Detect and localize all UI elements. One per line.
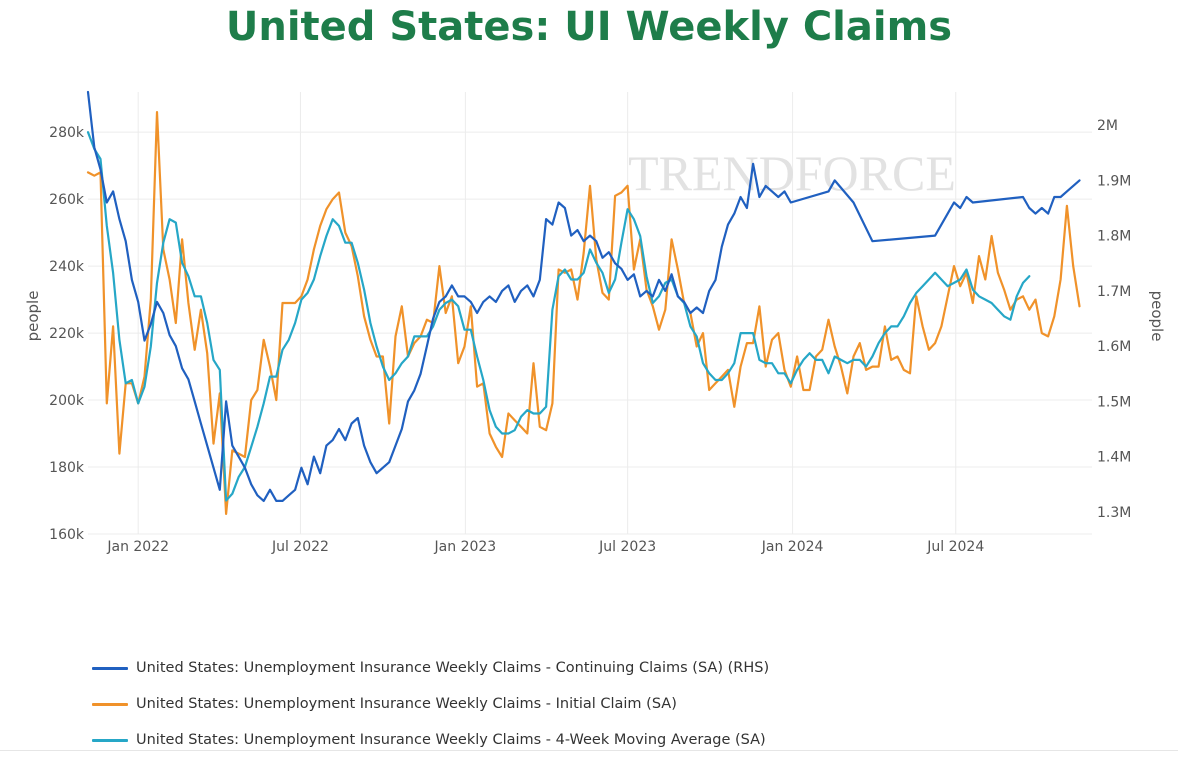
trendforce-watermark: TRENDFORCE [628, 145, 956, 201]
x-tick-label: Jan 2023 [434, 539, 497, 555]
right-tick-label: 1.6M [1097, 339, 1131, 355]
legend-label: United States: Unemployment Insurance We… [136, 660, 770, 676]
x-tick-label: Jul 2024 [926, 539, 984, 555]
left-axis-label: people [24, 291, 42, 342]
x-axis-ticks: Jan 2022 Jul 2022 Jan 2023 Jul 2023 Jan 2024… [106, 539, 984, 555]
chart-title: United States: UI Weekly Claims [225, 4, 953, 50]
legend-swatch [92, 738, 128, 742]
left-tick-label: 180k [49, 460, 85, 476]
legend-swatch [92, 702, 128, 706]
left-tick-label: 160k [49, 527, 85, 543]
right-tick-label: 1.3M [1097, 505, 1131, 521]
initial-claims-line [86, 110, 1081, 516]
legend-item-initial[interactable]: United States: Unemployment Insurance We… [92, 686, 769, 722]
x-tick-label: Jul 2023 [598, 539, 656, 555]
right-tick-label: 1.7M [1097, 284, 1131, 300]
right-tick-label: 1.8M [1097, 229, 1131, 245]
legend-swatch [92, 666, 128, 670]
left-axis-ticks: 160k 180k 200k 220k 240k 260k 280k [49, 125, 85, 543]
legend-item-continuing[interactable]: United States: Unemployment Insurance We… [92, 650, 769, 686]
x-tick-label: Jan 2024 [761, 539, 824, 555]
series-layer [86, 90, 1081, 516]
left-tick-label: 220k [49, 326, 85, 342]
continuing-claims-line [86, 90, 1081, 502]
right-tick-label: 1.4M [1097, 450, 1131, 466]
legend-item-4wk-avg[interactable]: United States: Unemployment Insurance We… [92, 722, 769, 758]
right-tick-label: 1.9M [1097, 173, 1131, 189]
x-tick-label: Jul 2022 [271, 539, 329, 555]
legend-label: United States: Unemployment Insurance We… [136, 696, 677, 712]
right-axis-label: people [1148, 291, 1166, 342]
bottom-divider [0, 750, 1178, 751]
legend: United States: Unemployment Insurance We… [92, 650, 769, 758]
right-tick-label: 2M [1097, 118, 1118, 134]
right-axis-ticks: 1.3M 1.4M 1.5M 1.6M 1.7M 1.8M 1.9M 2M [1097, 118, 1131, 521]
left-tick-label: 240k [49, 259, 85, 275]
line-chart: TRENDFORCE 160k180k200k220k240k260k280k … [24, 90, 1166, 555]
x-tick-label: Jan 2022 [106, 539, 169, 555]
legend-label: United States: Unemployment Insurance We… [136, 732, 766, 748]
left-tick-label: 280k [49, 125, 85, 141]
left-tick-label: 200k [49, 393, 85, 409]
left-tick-label: 260k [49, 192, 85, 208]
right-tick-label: 1.5M [1097, 394, 1131, 410]
grid-lines [88, 92, 1092, 535]
